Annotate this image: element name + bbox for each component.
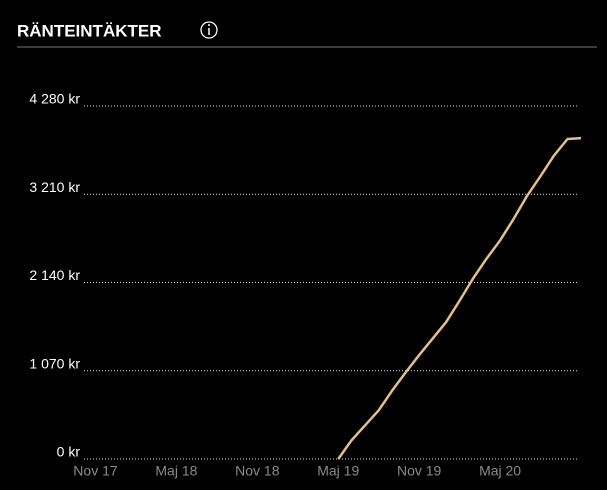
x-tick-label: Maj 19	[317, 463, 359, 479]
y-tick-label: 4 280 kr	[29, 91, 80, 107]
line	[337, 136, 582, 460]
x-tick-label: Maj 18	[155, 463, 197, 479]
y-tick-label: 1 070 kr	[29, 355, 80, 371]
y-tick-label: 0 kr	[57, 444, 81, 460]
x-tick-label: Maj 20	[479, 463, 521, 479]
chart-title: RÄNTEINTÄKTER	[17, 21, 162, 40]
y-tick-label: 3 210 kr	[29, 179, 80, 195]
y-tick-label: 2 140 kr	[29, 267, 80, 283]
x-tick-label: Nov 17	[73, 463, 118, 479]
x-tick-label: Nov 18	[235, 463, 280, 479]
info-icon[interactable]	[200, 21, 218, 39]
x-tick-label: Nov 19	[397, 463, 442, 479]
